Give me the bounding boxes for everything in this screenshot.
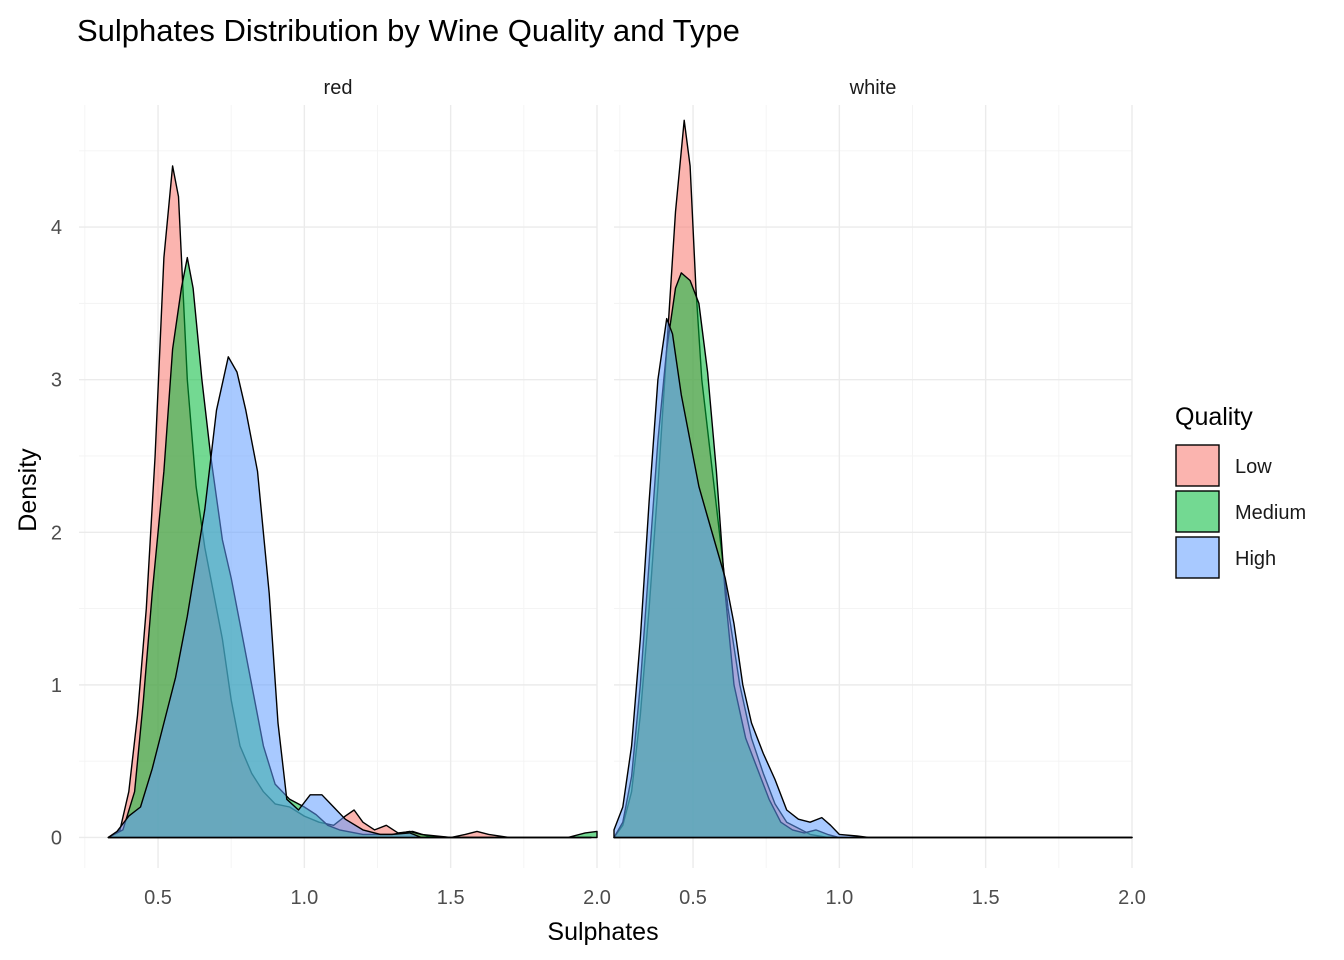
facet-label-red: red	[324, 77, 353, 99]
facet-panels: red 0.5 1.0 1.5 2.0 white 0.5 1.0 1.5 2.0	[79, 77, 1146, 909]
y-tick-label: 2	[51, 522, 62, 544]
x-tick-label: 2.0	[583, 887, 611, 909]
x-tick-label: 2.0	[1118, 887, 1146, 909]
y-axis-title: Density	[14, 448, 42, 532]
x-axis-title: Sulphates	[547, 918, 658, 946]
y-tick-label: 0	[51, 827, 62, 849]
x-tick-label: 1.0	[825, 887, 853, 909]
density-red-high	[107, 356, 592, 839]
panel-red: red 0.5 1.0 1.5 2.0	[79, 77, 611, 909]
legend-label-high: High	[1235, 548, 1276, 570]
legend-key-medium	[1175, 490, 1220, 533]
legend-label-low: Low	[1235, 456, 1272, 478]
legend-label-medium: Medium	[1235, 502, 1306, 524]
legend-key-high	[1175, 536, 1220, 579]
x-tick-label: 1.0	[290, 887, 318, 909]
x-tick-label: 1.5	[437, 887, 465, 909]
y-tick-label: 1	[51, 675, 62, 697]
legend-key-low	[1175, 444, 1220, 487]
x-tick-label: 1.5	[972, 887, 1000, 909]
y-tick-label: 4	[51, 217, 62, 239]
y-tick-label: 3	[51, 370, 62, 392]
x-tick-label: 0.5	[679, 887, 707, 909]
density-white-high	[613, 317, 1133, 839]
chart-title: Sulphates Distribution by Wine Quality a…	[77, 13, 740, 48]
legend: Quality Low Medium High	[1175, 403, 1306, 579]
legend-title: Quality	[1175, 403, 1253, 431]
panel-white: white 0.5 1.0 1.5 2.0	[613, 77, 1146, 909]
y-axis-ticks: 0 1 2 3 4	[51, 217, 62, 849]
x-tick-label: 0.5	[144, 887, 172, 909]
facet-label-white: white	[849, 77, 897, 99]
